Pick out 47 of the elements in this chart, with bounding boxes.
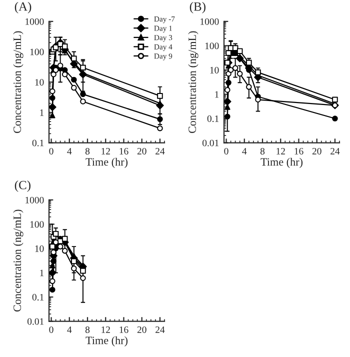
x-tick-label: 4: [67, 148, 72, 154]
chart-title: (A): [14, 2, 32, 14]
y-tick-label: 0.1: [32, 294, 44, 301]
x-tick-label: 16: [294, 148, 304, 155]
x-tick-label: 24: [156, 148, 165, 154]
y-tick-label: 1000: [26, 18, 44, 25]
y-tick-label: 100: [30, 48, 44, 56]
x-tick-label: 16: [120, 148, 128, 155]
chart-title: (B): [190, 2, 206, 14]
y-tick-label: 100: [205, 42, 219, 50]
y-axis-title: Concentration (ng/mL): [13, 31, 24, 134]
x-tick-label: 20: [137, 326, 146, 334]
y-axis-title: Concentration (ng/mL): [188, 31, 198, 134]
x-tick-label: 8: [85, 148, 90, 155]
y-tick-label: 1: [215, 91, 219, 98]
y-tick-label: 10: [35, 245, 44, 252]
x-tick-label: 24: [330, 148, 340, 154]
y-tick-label: 0.01: [27, 318, 44, 325]
y-tick-label: 1: [40, 109, 44, 116]
y-axis-title: Concentration (ng/mL): [13, 210, 24, 312]
x-tick-label: 8: [85, 326, 90, 334]
y-tick-label: 1: [40, 270, 44, 276]
x-tick-label: 12: [102, 326, 110, 333]
x-tick-label: 0: [49, 148, 54, 155]
y-tick-label: 0.1: [32, 140, 44, 146]
x-tick-label: 20: [137, 148, 146, 155]
y-tick-label: 0.1: [207, 115, 219, 122]
y-tick-label: 0.01: [202, 140, 219, 146]
x-tick-label: 12: [276, 148, 285, 154]
y-tick-label: 10: [210, 66, 219, 74]
y-tick-label: 1000: [200, 18, 219, 25]
x-tick-label: 16: [120, 326, 128, 334]
y-tick-label: 1000: [26, 196, 44, 204]
x-tick-label: 4: [67, 326, 72, 333]
y-tick-label: 10: [35, 79, 44, 86]
x-tick-label: 20: [312, 148, 322, 155]
x-tick-label: 0: [224, 148, 228, 155]
x-tick-label: 4: [242, 148, 247, 154]
x-tick-label: 0: [49, 326, 54, 334]
x-axis-title: Time (hr): [260, 158, 303, 168]
x-axis-title: Time (hr): [86, 336, 128, 346]
chart-title: (C): [14, 180, 30, 192]
x-tick-label: 12: [102, 148, 110, 154]
x-tick-label: 24: [156, 326, 165, 333]
x-tick-label: 8: [260, 148, 265, 155]
x-axis-title: Time (hr): [86, 158, 128, 168]
y-tick-label: 100: [30, 221, 44, 228]
